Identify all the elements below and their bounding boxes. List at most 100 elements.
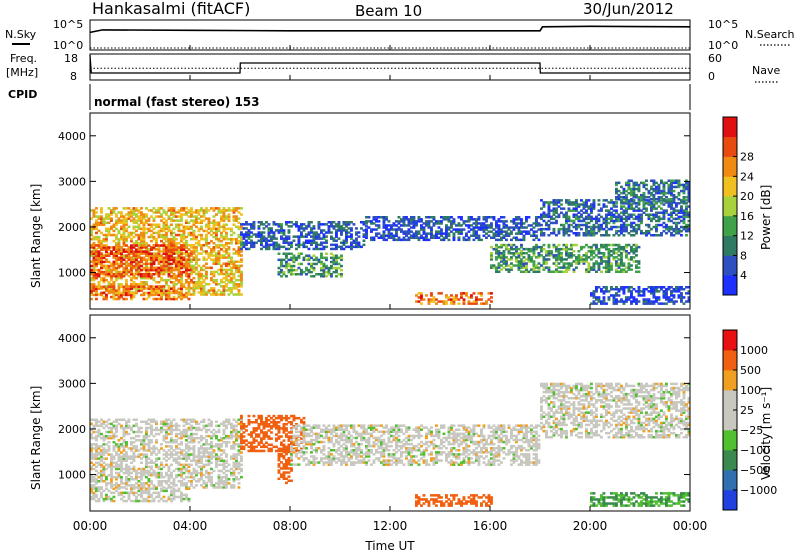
velocity-cell <box>105 435 108 438</box>
power-cell <box>580 203 583 206</box>
power-cell <box>675 180 678 183</box>
power-cell <box>300 253 303 256</box>
velocity-cell <box>130 476 133 479</box>
power-cell <box>410 226 413 229</box>
power-cell <box>658 224 661 227</box>
power-cell <box>240 250 243 253</box>
power-cell <box>663 286 666 289</box>
power-cell <box>623 205 626 208</box>
power-cell <box>210 293 213 296</box>
power-cell <box>213 271 216 274</box>
power-cell <box>135 277 138 280</box>
power-cell <box>615 292 618 295</box>
power-cell <box>235 207 238 210</box>
power-cell <box>153 232 156 235</box>
power-cell <box>410 216 413 219</box>
power-cell <box>473 239 476 242</box>
power-cell <box>183 242 186 245</box>
power-cell <box>145 287 148 290</box>
power-cell <box>665 209 668 212</box>
power-cell <box>150 215 153 218</box>
power-cell <box>630 246 633 249</box>
power-cell <box>130 219 133 222</box>
power-cell <box>680 286 683 289</box>
power-cell <box>618 300 621 303</box>
power-cell <box>323 229 326 232</box>
power-cell <box>120 211 123 214</box>
power-cell <box>648 230 651 233</box>
power-cell <box>150 294 153 297</box>
power-cell <box>213 279 216 282</box>
power-cell <box>95 219 98 222</box>
power-cell <box>555 220 558 223</box>
power-cell <box>103 234 106 237</box>
power-cell <box>583 246 586 249</box>
velocity-cell <box>138 468 141 471</box>
velocity-cell <box>120 437 123 440</box>
velocity-cell <box>93 425 96 428</box>
power-cell <box>198 217 201 220</box>
power-cell <box>650 186 653 189</box>
power-cell <box>228 228 231 231</box>
power-cell <box>303 242 306 245</box>
power-cell <box>508 264 511 267</box>
power-cell <box>395 239 398 242</box>
velocity-cell <box>135 423 138 426</box>
power-cell <box>95 286 98 289</box>
power-cell <box>400 224 403 227</box>
power-cell <box>438 292 441 295</box>
power-cell <box>115 248 118 251</box>
power-cell <box>120 234 123 237</box>
power-cell <box>170 250 173 253</box>
power-cell <box>105 285 108 288</box>
power-cell <box>340 255 343 258</box>
power-cell <box>385 224 388 227</box>
power-cell <box>463 228 466 231</box>
velocity-cell <box>105 476 108 479</box>
power-cell <box>600 288 603 291</box>
power-cell <box>130 286 133 289</box>
power-cell <box>585 209 588 212</box>
power-cell <box>543 212 546 215</box>
power-cell <box>240 248 243 251</box>
power-cell <box>288 229 291 232</box>
power-cell <box>608 222 611 225</box>
velocity-cell <box>143 421 146 424</box>
power-cell <box>235 238 238 241</box>
power-cell <box>225 256 228 259</box>
power-cell <box>113 230 116 233</box>
power-cell <box>218 273 221 276</box>
power-cell <box>108 246 111 249</box>
power-cell <box>478 216 481 219</box>
power-cell <box>608 244 611 247</box>
power-cell <box>498 246 501 249</box>
power-cell <box>190 250 193 253</box>
velocity-cell <box>93 419 96 422</box>
power-cell <box>305 233 308 236</box>
power-cell <box>615 196 618 199</box>
power-cell <box>125 255 128 258</box>
power-cell <box>575 244 578 247</box>
power-cell <box>428 220 431 223</box>
power-cell <box>190 232 193 235</box>
power-cell <box>150 290 153 293</box>
power-cell <box>230 209 233 212</box>
power-cell <box>658 302 661 305</box>
power-cell <box>608 209 611 212</box>
power-cell <box>295 235 298 238</box>
power-cell <box>198 234 201 237</box>
velocity-cell <box>98 462 101 465</box>
power-cell <box>260 248 263 251</box>
power-cell <box>590 246 593 249</box>
power-cell <box>178 265 181 268</box>
power-cell <box>325 235 328 238</box>
power-cell <box>95 250 98 253</box>
power-cell <box>105 228 108 231</box>
power-cell <box>200 244 203 247</box>
velocity-cell <box>108 423 111 426</box>
velocity-cell <box>100 470 103 473</box>
power-cell <box>585 222 588 225</box>
power-cell <box>245 248 248 251</box>
velocity-cell <box>118 464 121 467</box>
velocity-cell <box>135 435 138 438</box>
